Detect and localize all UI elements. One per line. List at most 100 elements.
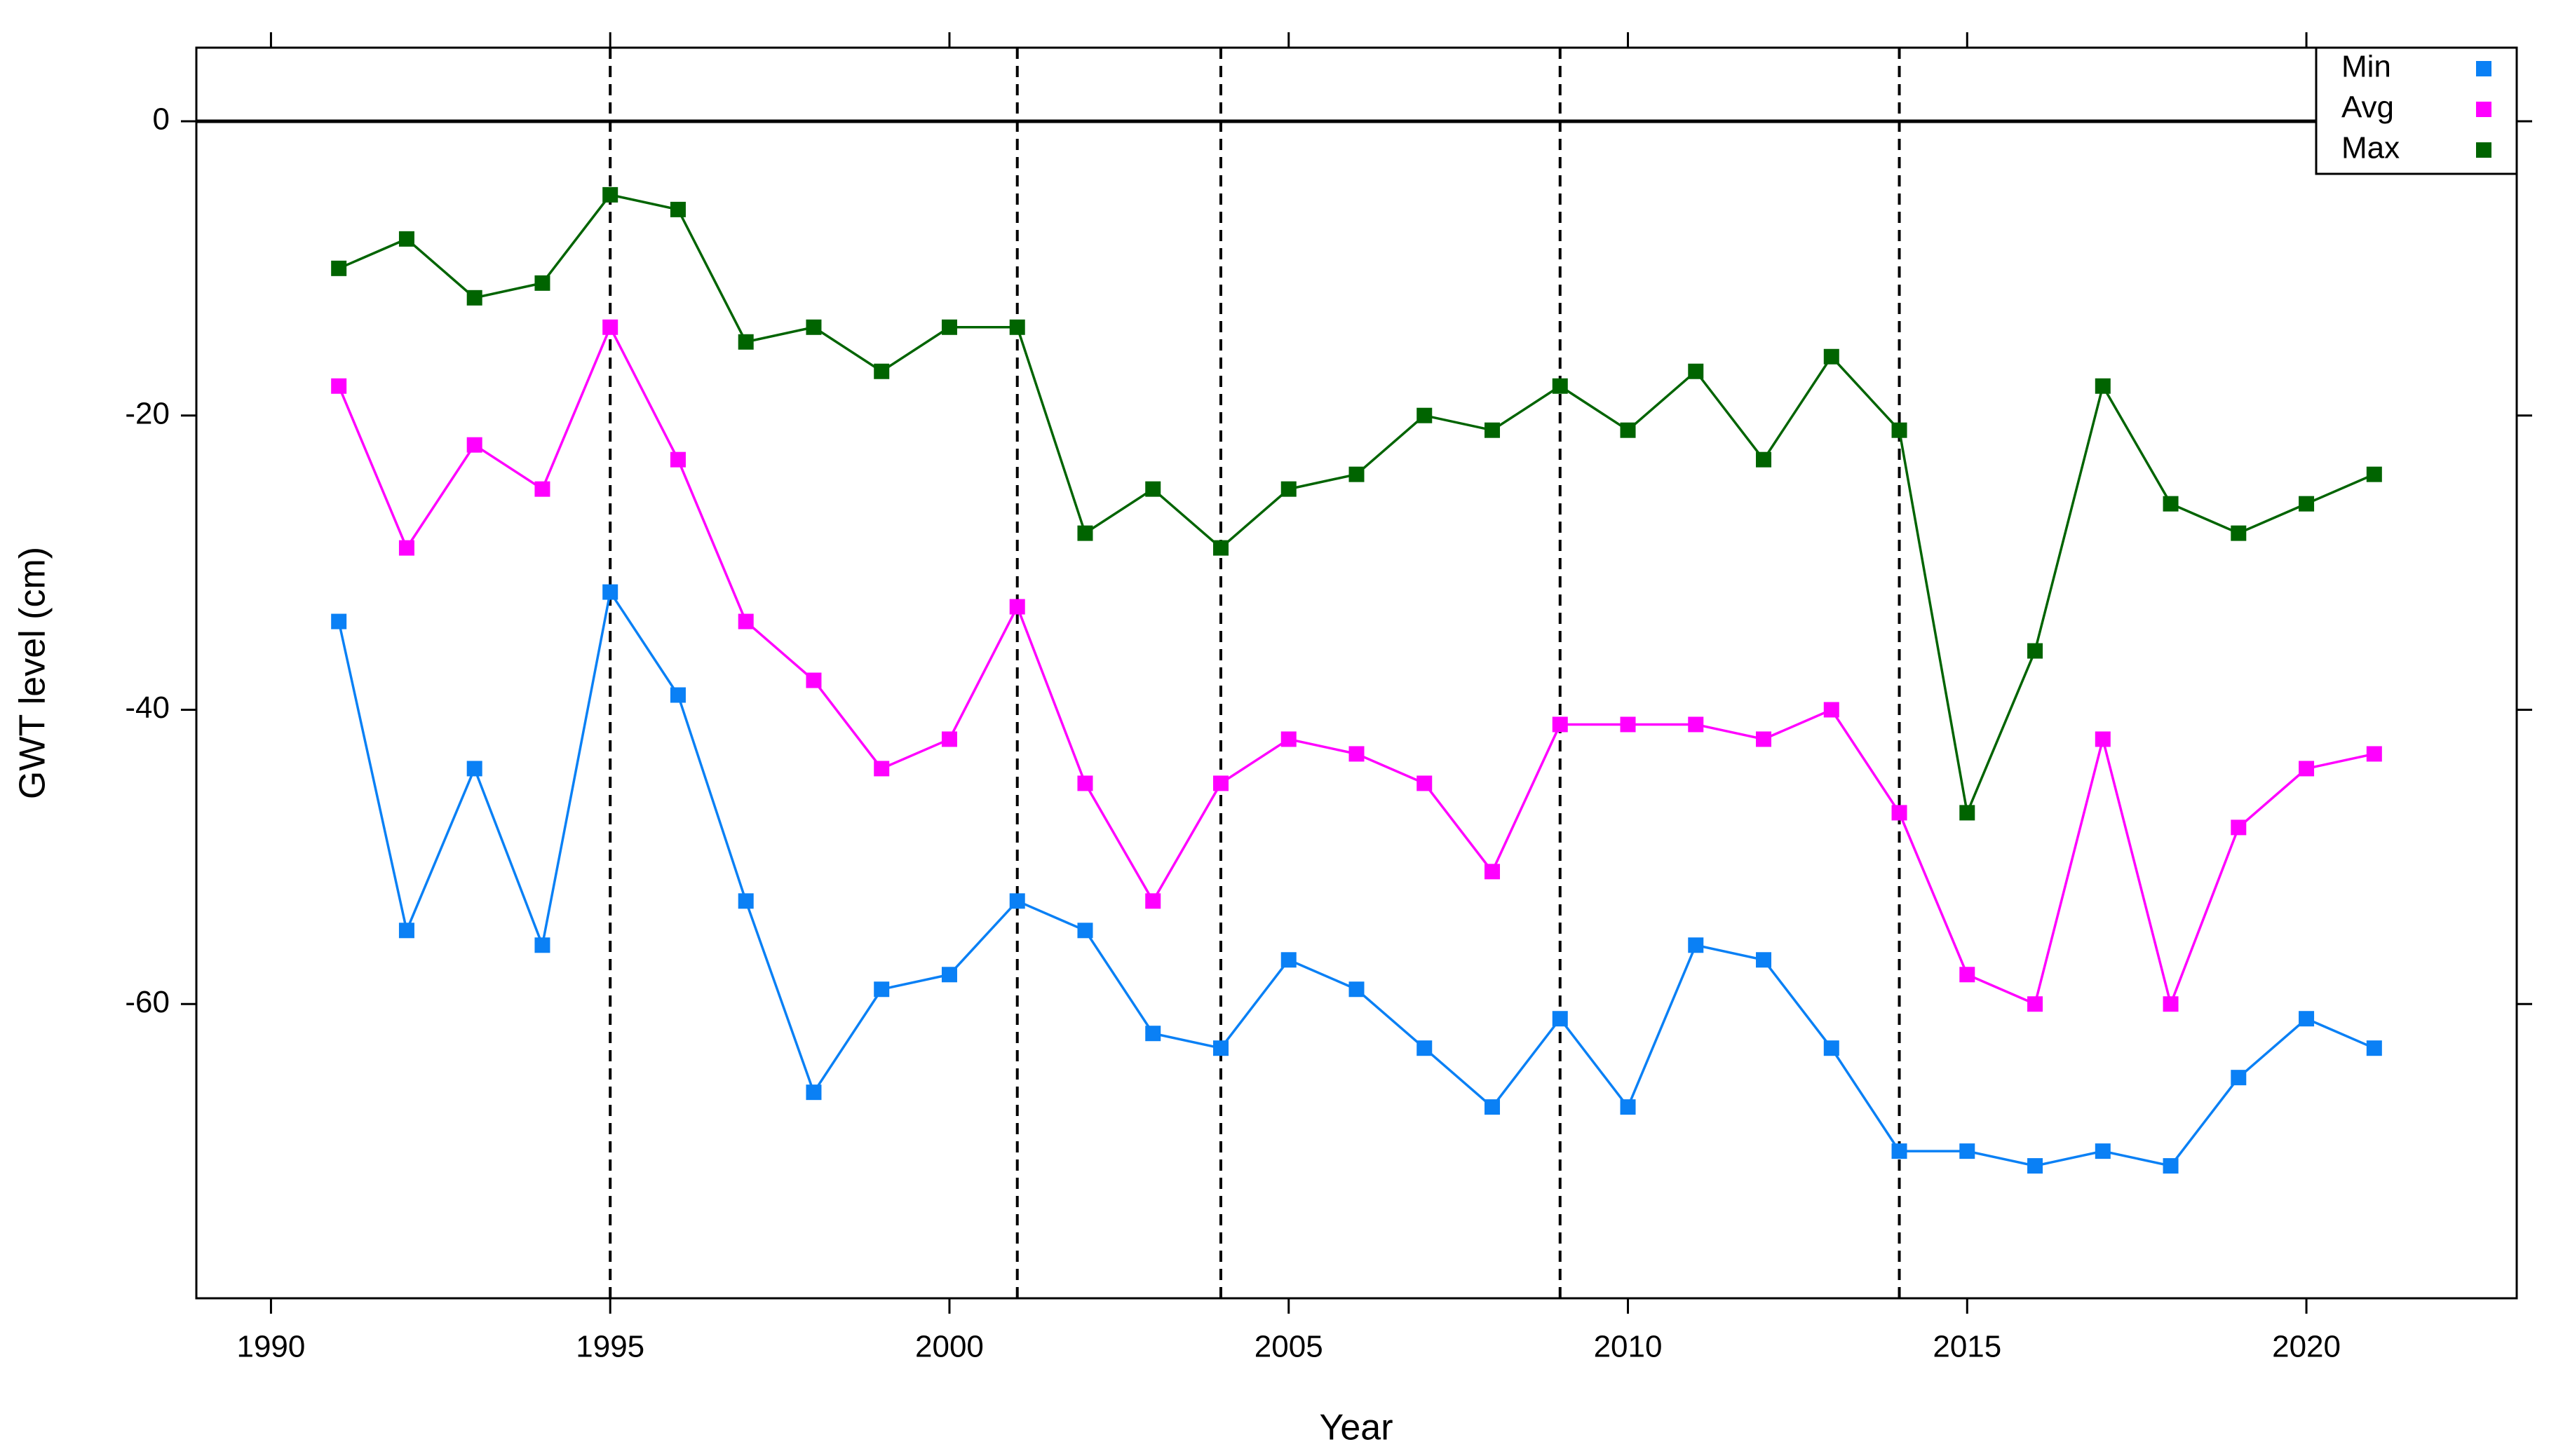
legend-swatch bbox=[2476, 142, 2491, 158]
y-tick-label: 0 bbox=[153, 102, 170, 137]
point bbox=[1756, 952, 1772, 968]
point bbox=[1756, 451, 1772, 468]
point bbox=[2299, 1011, 2315, 1027]
point bbox=[2366, 466, 2382, 482]
point bbox=[2299, 496, 2315, 512]
point bbox=[874, 363, 890, 379]
point bbox=[2095, 731, 2111, 747]
x-tick-label: 1990 bbox=[236, 1330, 305, 1364]
point bbox=[1077, 775, 1093, 791]
point bbox=[2231, 819, 2247, 836]
legend-label: Max bbox=[2341, 131, 2400, 165]
point bbox=[398, 923, 414, 939]
point bbox=[2366, 746, 2382, 762]
point bbox=[466, 437, 482, 453]
point bbox=[331, 260, 347, 276]
point bbox=[1009, 893, 1025, 909]
point bbox=[1145, 893, 1161, 909]
legend: Min Avg Max bbox=[2315, 46, 2518, 175]
point bbox=[1212, 1040, 1229, 1056]
point bbox=[738, 613, 754, 630]
x-tick-label: 2010 bbox=[1594, 1330, 1663, 1364]
point bbox=[1348, 746, 1365, 762]
point bbox=[1620, 1099, 1636, 1115]
point bbox=[2027, 996, 2043, 1012]
point bbox=[1212, 540, 1229, 556]
series-line bbox=[337, 589, 2375, 1168]
legend-label: Min bbox=[2341, 50, 2391, 84]
point bbox=[331, 378, 347, 394]
x-tick-label: 2000 bbox=[915, 1330, 984, 1364]
point bbox=[466, 761, 482, 777]
point bbox=[1959, 1143, 1975, 1159]
point bbox=[2163, 1158, 2179, 1174]
point bbox=[1688, 716, 1704, 733]
point bbox=[941, 967, 957, 983]
legend-label: Avg bbox=[2341, 90, 2394, 125]
point bbox=[331, 613, 347, 630]
point bbox=[398, 540, 414, 556]
point bbox=[1212, 775, 1229, 791]
point bbox=[1756, 731, 1772, 747]
point bbox=[1620, 716, 1636, 733]
point bbox=[1145, 481, 1161, 497]
point bbox=[602, 186, 618, 203]
point bbox=[806, 319, 822, 335]
point bbox=[1077, 525, 1093, 541]
point bbox=[1416, 1040, 1433, 1056]
point bbox=[1280, 731, 1297, 747]
point bbox=[1348, 466, 1365, 482]
point bbox=[2027, 1158, 2043, 1174]
point bbox=[1688, 363, 1704, 379]
point bbox=[2095, 1143, 2111, 1159]
point bbox=[602, 584, 618, 600]
point bbox=[874, 761, 890, 777]
point bbox=[2027, 643, 2043, 659]
x-axis-title: Year bbox=[1319, 1408, 1393, 1448]
point bbox=[1959, 805, 1975, 821]
point bbox=[1552, 1011, 1568, 1027]
point bbox=[1823, 1040, 1839, 1056]
point bbox=[941, 731, 957, 747]
y-axis-title: GWT level (cm) bbox=[13, 547, 53, 799]
point bbox=[738, 334, 754, 350]
point bbox=[1077, 923, 1093, 939]
point bbox=[398, 231, 414, 247]
point bbox=[806, 1084, 822, 1101]
x-tick-label: 1995 bbox=[576, 1330, 644, 1364]
point bbox=[2231, 525, 2247, 541]
point bbox=[602, 319, 618, 335]
point bbox=[1009, 599, 1025, 615]
point bbox=[534, 481, 550, 497]
point bbox=[1823, 702, 1839, 718]
point bbox=[806, 672, 822, 688]
point bbox=[2163, 996, 2179, 1012]
series-line bbox=[338, 193, 2375, 817]
point bbox=[1823, 348, 1839, 365]
point bbox=[738, 893, 754, 909]
point bbox=[2095, 378, 2111, 394]
point bbox=[670, 451, 686, 468]
point bbox=[1485, 864, 1501, 880]
point bbox=[1552, 716, 1568, 733]
point bbox=[874, 981, 890, 998]
plot-frame bbox=[195, 46, 2518, 1300]
point bbox=[1009, 319, 1025, 335]
point bbox=[1348, 981, 1365, 998]
point bbox=[1485, 1099, 1501, 1115]
point bbox=[2299, 761, 2315, 777]
point bbox=[466, 290, 482, 306]
point bbox=[1891, 1143, 1907, 1159]
point bbox=[1620, 422, 1636, 438]
x-tick-label: 2005 bbox=[1255, 1330, 1323, 1364]
point bbox=[1416, 775, 1433, 791]
point bbox=[2366, 1040, 2382, 1056]
y-tick-label: -60 bbox=[125, 985, 170, 1019]
series-line bbox=[337, 324, 2375, 1008]
legend-swatch bbox=[2476, 102, 2491, 117]
point bbox=[1145, 1026, 1161, 1042]
point bbox=[534, 275, 550, 291]
point bbox=[1280, 952, 1297, 968]
point bbox=[1688, 937, 1704, 953]
point bbox=[1891, 805, 1907, 821]
